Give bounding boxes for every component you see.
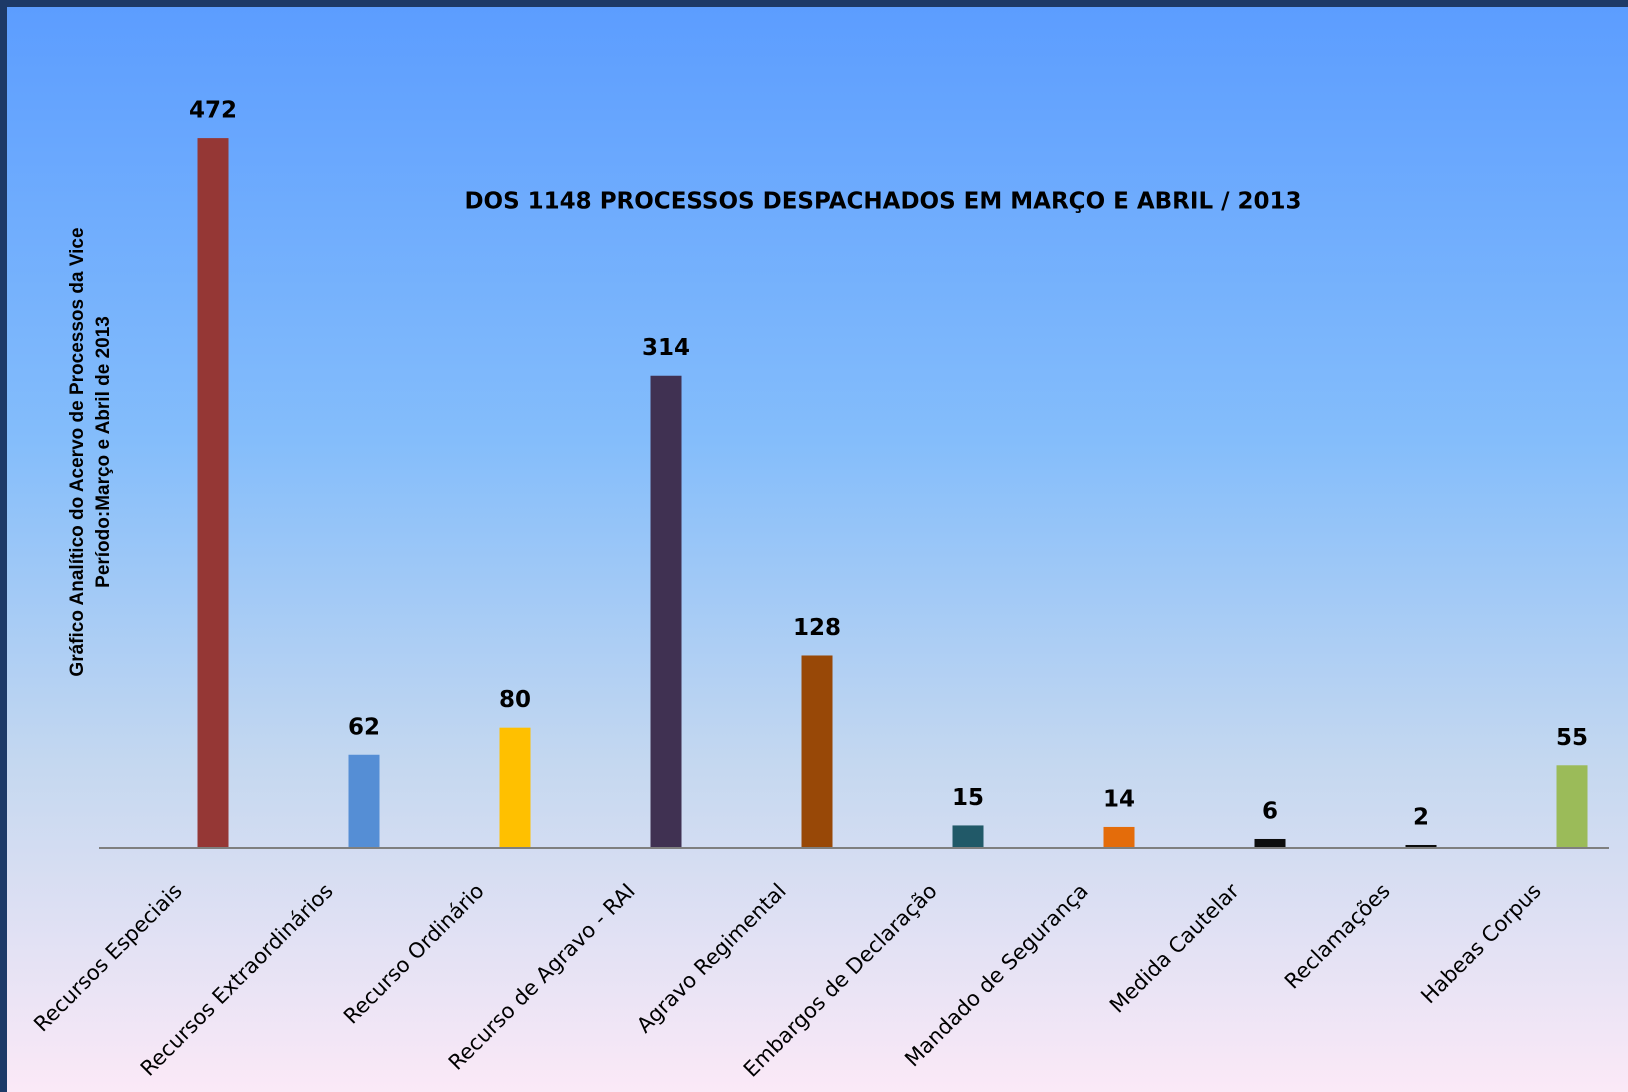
bar (499, 727, 531, 848)
y-axis-label: Período:Março e Abril de 2013 (93, 316, 114, 588)
bar (650, 375, 682, 848)
value-label: 2 (1413, 804, 1429, 830)
value-label: 472 (189, 98, 237, 124)
value-label: 80 (499, 687, 531, 713)
value-label: 14 (1103, 786, 1135, 812)
bar (801, 655, 833, 848)
value-label: 62 (348, 714, 380, 740)
value-label: 314 (642, 335, 690, 361)
bar (1254, 838, 1286, 848)
value-label: 15 (952, 785, 984, 811)
bar (1556, 765, 1588, 848)
chart-title: DOS 1148 PROCESSOS DESPACHADOS EM MARÇO … (464, 189, 1301, 215)
bar (1103, 826, 1135, 848)
bar (952, 825, 984, 848)
value-label: 6 (1262, 798, 1278, 824)
y-axis-label: Gráfico Analítico do Acervo de Processos… (67, 227, 88, 676)
background (7, 7, 1628, 1092)
bar (1405, 844, 1437, 848)
value-label: 128 (793, 615, 841, 641)
value-label: 55 (1556, 725, 1588, 751)
bar (197, 138, 229, 848)
bar (348, 754, 380, 848)
